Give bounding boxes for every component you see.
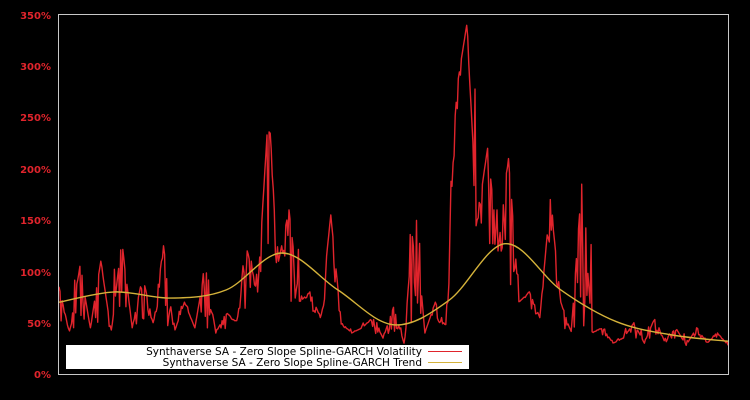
- legend-label-trend: Synthaverse SA - Zero Slope Spline-GARCH…: [163, 357, 422, 369]
- legend: Synthaverse SA - Zero Slope Spline-GARCH…: [66, 345, 469, 369]
- y-tick-label: 0%: [34, 370, 51, 381]
- plot-border: [58, 14, 729, 375]
- y-tick-label: 200%: [20, 165, 51, 176]
- y-tick-label: 300%: [20, 62, 51, 73]
- y-tick-label: 100%: [20, 268, 51, 279]
- y-tick-label: 50%: [27, 319, 51, 330]
- y-tick-label: 250%: [20, 113, 51, 124]
- y-tick-label: 350%: [20, 11, 51, 22]
- legend-label-volatility: Synthaverse SA - Zero Slope Spline-GARCH…: [146, 346, 422, 358]
- trend-line: [58, 242, 729, 342]
- y-axis: 0% 50% 100% 150% 200% 250% 300% 350%: [20, 11, 51, 381]
- legend-box: [66, 345, 469, 369]
- volatility-line: [58, 24, 729, 346]
- plot-area: [58, 24, 729, 346]
- y-tick-label: 150%: [20, 216, 51, 227]
